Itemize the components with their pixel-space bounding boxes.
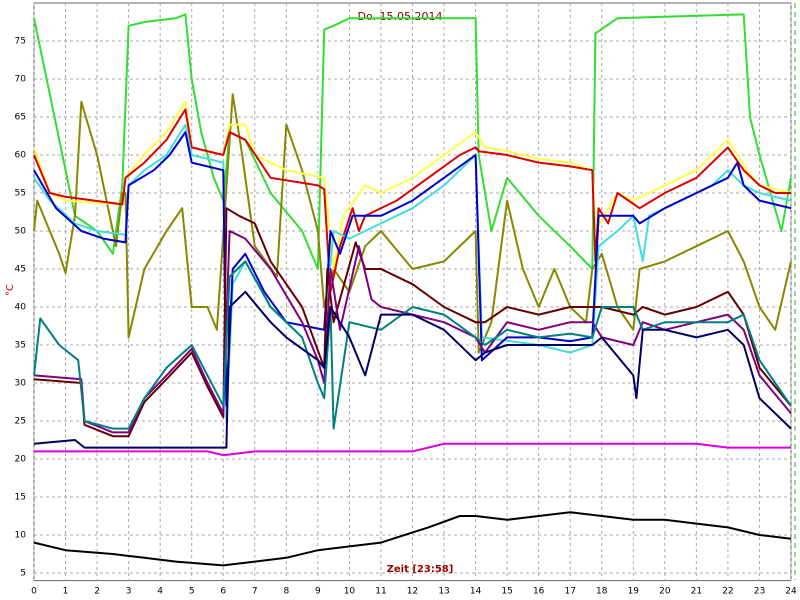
x-tick-label: 19 [628,587,640,597]
y-tick-label: 10 [15,531,27,541]
y-tick-label: 75 [15,37,26,47]
x-tick-label: 8 [283,587,289,597]
x-tick-label: 5 [189,587,195,597]
x-tick-label: 11 [375,587,386,597]
y-tick-label: 70 [15,75,27,85]
x-tick-label: 10 [344,587,356,597]
y-tick-label: 40 [15,303,27,313]
x-tick-label: 18 [596,587,608,597]
x-tick-label: 14 [470,587,482,597]
x-tick-label: 23 [754,587,765,597]
series-line [33,100,792,270]
x-tick-label: 13 [438,587,449,597]
x-tick-label: 24 [785,587,797,597]
series-line [33,260,792,430]
chart-title: Do. 15.05.2014 [358,10,443,23]
x-axis-label: Zeit [23:58] [387,564,454,575]
series-line [33,290,792,449]
x-tick-label: 22 [722,587,733,597]
x-tick-label: 3 [126,587,132,597]
series-line [34,442,791,457]
x-tick-label: 12 [407,587,418,597]
x-tick-label: 9 [315,587,321,597]
y-tick-label: 60 [15,151,27,161]
y-tick-label: 35 [15,341,26,351]
x-tick-label: 21 [691,587,702,597]
x-tick-label: 15 [501,587,512,597]
y-tick-label: 45 [15,265,26,275]
x-tick-label: 6 [220,587,226,597]
x-tick-label: 16 [533,587,545,597]
x-tick-label: 20 [659,587,671,597]
x-tick-label: 4 [157,587,163,597]
y-tick-label: 65 [15,113,26,123]
y-tick-label: 55 [15,189,26,199]
x-tick-label: 17 [564,587,575,597]
y-tick-label: 25 [15,417,26,427]
series-line [33,13,792,270]
series-line [33,123,792,422]
series-line [33,108,791,293]
y-tick-label: 50 [15,227,27,237]
series-group [33,13,792,567]
y-axis-label: °C [5,284,16,296]
y-tick-label: 30 [15,379,27,389]
series-line [33,230,792,434]
x-tick-label: 2 [94,587,100,597]
x-tick-label: 0 [31,587,37,597]
y-tick-label: 5 [20,569,26,579]
x-tick-label: 7 [252,587,258,597]
y-tick-label: 20 [15,455,27,465]
series-line [33,131,792,407]
x-tick-label: 1 [63,587,69,597]
series-line [33,511,792,567]
y-tick-label: 15 [15,493,26,503]
